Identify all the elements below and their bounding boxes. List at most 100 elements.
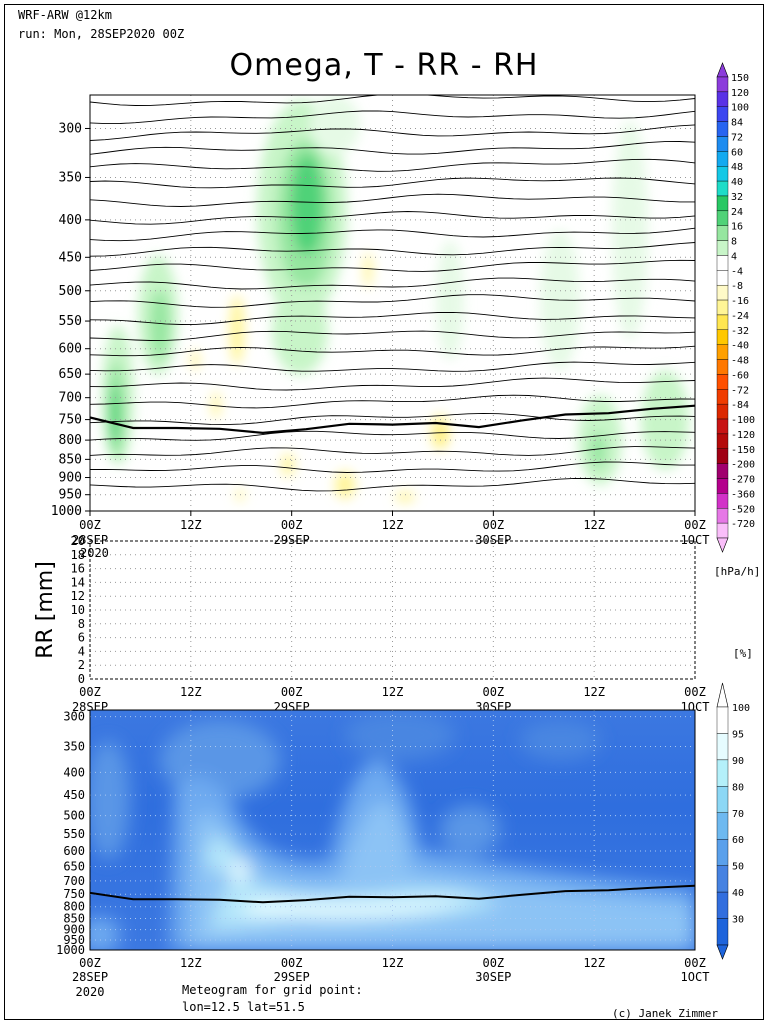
isotherm-line [90,412,695,426]
omega-colorbar-swatch [716,522,729,539]
grid-point-label: lon=12.5 lat=51.5 [182,1000,305,1014]
omega-colorbar-swatch [716,374,729,390]
omega-y-tick-label: 300 [59,121,82,136]
meteogram-label: Meteogram for grid point: [182,983,363,997]
precip-x-tick-label: 00Z [684,685,706,699]
omega-colorbar-label: -200 [731,460,755,471]
omega-colorbar-swatch [716,344,729,360]
precip-x-tick-label: 00Z [281,685,303,699]
rh-y-tick-label: 450 [63,788,85,802]
precip-y-label: RR [mm] [33,561,58,659]
omega-colorbar-swatch [716,299,729,316]
isotherm-line [90,193,695,207]
omega-colorbar-swatch [716,240,729,256]
rh-colorbar-swatch [716,733,729,761]
omega-colorbar-swatch [716,166,729,182]
omega-x-tick-label: 00Z [79,518,101,532]
precip-x-tick-label: 12Z [382,685,404,699]
omega-colorbar-swatch [716,463,729,479]
model-label: WRF-ARW @12km [18,8,112,22]
omega-colorbar-label: -84 [731,400,749,411]
omega-y-axis: 300 350 400 450 500 550 600 650 700 750 800 850 900 9… [51,121,90,519]
rh-y-tick-label: 800 [63,900,85,914]
rh-y-axis: 300 350 400 450 500 550 6006507007508008509009… [56,710,85,957]
rh-y-tick-label: 600 [63,844,85,858]
omega-y-tick-label: 400 [59,213,82,228]
omega-colorbar-swatch [716,210,729,226]
precip-y-tick-label: 2 [78,658,85,672]
omega-y-tick-label: 1000 [51,504,82,519]
credit-label: (c) Janek Zimmer [612,1007,718,1020]
precip-overlap-label: 2020 [80,546,109,560]
rh-y-tick-label: 1000 [56,943,85,957]
rh-colorbar-swatch [716,759,729,787]
omega-colorbar-swatch [716,121,729,137]
omega-y-tick-label: 900 [59,471,82,486]
precip-x-tick-label: 12Z [180,685,202,699]
omega-thick-line [90,404,695,435]
omega-colorbar-swatch [716,195,729,212]
omega-colorbar-swatch [716,418,729,435]
rh-colorbar-swatch [716,865,729,893]
omega-colorbar-swatch [716,255,729,271]
omega-colorbar-label: -8 [731,281,743,292]
rh-colorbar-label: 95 [732,729,744,740]
rh-y-tick-label: 300 [63,710,85,724]
omega-colorbar-swatch [716,314,729,331]
omega-colorbar-label: 16 [731,222,743,233]
rh-x-tick-label: 12Z [583,956,605,970]
precip-y-tick-label: 18 [71,548,85,562]
omega-colorbar-label: -270 [731,475,755,486]
omega-colorbar-label: -120 [731,430,755,441]
rh-colorbar-swatch [716,891,729,919]
omega-x-tick-label: 12Z [180,518,202,532]
precip-x-tick-label: 12Z [583,685,605,699]
rh-panel: 300 350 400 450 500 550 6006507007508008509009… [56,709,710,999]
omega-y-tick-label: 750 [59,413,82,428]
run-label: run: Mon, 28SEP2020 00Z [18,27,185,41]
rh-x-date-label: 1OCT [681,970,710,984]
omega-colorbar-label: -720 [731,519,755,530]
rh-colorbar-swatch [716,812,729,840]
rh-y-tick-label: 700 [63,874,85,888]
omega-x-date-label: 29SEP [274,533,310,547]
omega-colorbar-label: -4 [731,266,743,277]
omega-y-tick-label: 600 [59,342,82,357]
omega-colorbar-label: 32 [731,192,743,203]
precip-y-tick-label: 12 [71,589,85,603]
omega-y-tick-label: 450 [59,250,82,265]
omega-colorbar-label: 60 [731,147,743,158]
omega-colorbar-label: -72 [731,385,749,396]
rh-y-tick-label: 500 [63,809,85,823]
rh-colorbar-label: 90 [732,756,744,767]
omega-colorbar-arrow-top [716,62,729,78]
omega-colorbar-label: -16 [731,296,749,307]
rh-colorbar-swatch [716,839,729,866]
omega-colorbar-swatch [716,225,729,241]
omega-colorbar-label: 8 [731,237,737,248]
rh-thick-line [90,884,695,904]
isotherm-line [90,259,695,272]
omega-colorbar-arrow-bottom [716,537,729,553]
isotherm-line [90,446,695,456]
omega-colorbar-swatch [716,329,729,345]
omega-y-tick-label: 500 [59,284,82,299]
omega-colorbar-swatch [716,180,729,197]
isotherm-line [90,277,695,290]
isotherm-line [90,227,695,242]
omega-colorbar-swatch [716,151,729,167]
isotherm-line [90,211,695,225]
omega-x-tick-label: 00Z [684,518,706,532]
precip-y-tick-label: 8 [78,617,85,631]
rh-x-date-label: 30SEP [475,970,511,984]
precip-y-tick-label: 16 [71,562,85,576]
omega-colorbar-swatch [716,91,729,107]
rh-x-year-label: 2020 [76,985,105,999]
isotherm-line [90,461,695,473]
rh-colorbar-arrow-top [716,682,729,708]
omega-x-tick-label: 12Z [382,518,404,532]
rh-x-date-label: 28SEP [72,970,108,984]
precip-y-tick-label: 14 [71,575,85,589]
